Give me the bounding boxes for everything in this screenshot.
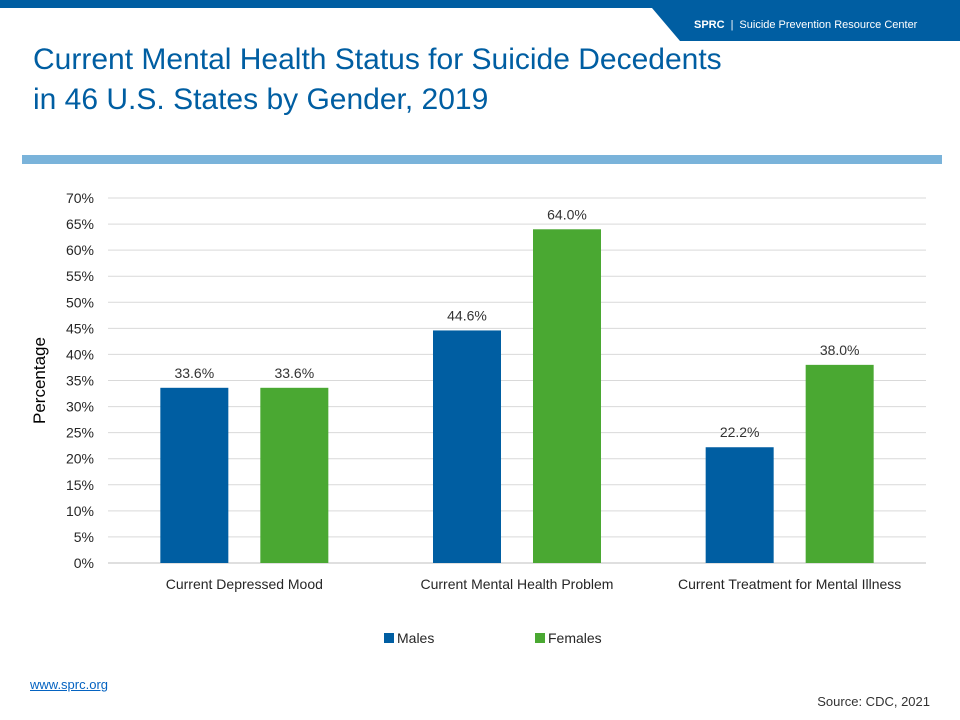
bar-females (533, 229, 601, 563)
y-tick-label: 60% (66, 242, 94, 258)
y-tick-label: 70% (66, 190, 94, 206)
org-separator: | (730, 18, 734, 31)
x-tick-label: Current Mental Health Problem (421, 576, 614, 592)
bar-females (260, 387, 329, 563)
data-label: 38.0% (820, 342, 860, 358)
data-label: 33.6% (274, 365, 314, 381)
y-tick-label: 15% (66, 477, 94, 493)
y-tick-label: 25% (66, 425, 94, 441)
page-title: Current Mental Health Status for Suicide… (33, 43, 722, 116)
bar-males (433, 330, 501, 563)
y-tick-label: 10% (66, 503, 94, 519)
legend-swatch-females (535, 633, 545, 643)
bar-females (805, 364, 874, 563)
x-tick-label: Current Treatment for Mental Illness (678, 576, 901, 592)
org-name: Suicide Prevention Resource Center (739, 18, 918, 31)
title-divider (22, 155, 942, 164)
data-label: 44.6% (447, 307, 487, 323)
bar-chart: 0% 5% 10% 15% 20% 25% 30% 35% 40% 45% 50% 55% 60% 65%… (30, 190, 926, 646)
y-tick-label: 20% (66, 451, 94, 467)
bar-males (160, 387, 229, 563)
y-tick-label: 65% (66, 216, 94, 232)
y-tick-label: 45% (66, 320, 94, 336)
website-link[interactable]: www.sprc.org (30, 677, 109, 692)
bar-males (705, 447, 774, 563)
legend-label-females: Females (548, 630, 602, 646)
legend-swatch-males (384, 633, 394, 643)
y-tick-label: 55% (66, 268, 94, 284)
y-tick-label: 0% (74, 555, 94, 571)
y-tick-label: 40% (66, 346, 94, 362)
y-tick-label: 35% (66, 373, 94, 389)
y-tick-label: 30% (66, 399, 94, 415)
x-tick-label: Current Depressed Mood (166, 576, 323, 592)
org-abbr: SPRC (694, 18, 725, 31)
data-label: 64.0% (547, 206, 587, 222)
data-label: 22.2% (720, 424, 760, 440)
top-bar (0, 0, 960, 8)
legend-label-males: Males (397, 630, 434, 646)
y-tick-label: 5% (74, 529, 94, 545)
y-axis-label: Percentage (30, 337, 49, 424)
org-banner: SPRC | Suicide Prevention Resource Cente… (652, 8, 960, 41)
data-label: 33.6% (174, 365, 214, 381)
y-tick-label: 50% (66, 294, 94, 310)
source-note: Source: CDC, 2021 (817, 694, 930, 709)
